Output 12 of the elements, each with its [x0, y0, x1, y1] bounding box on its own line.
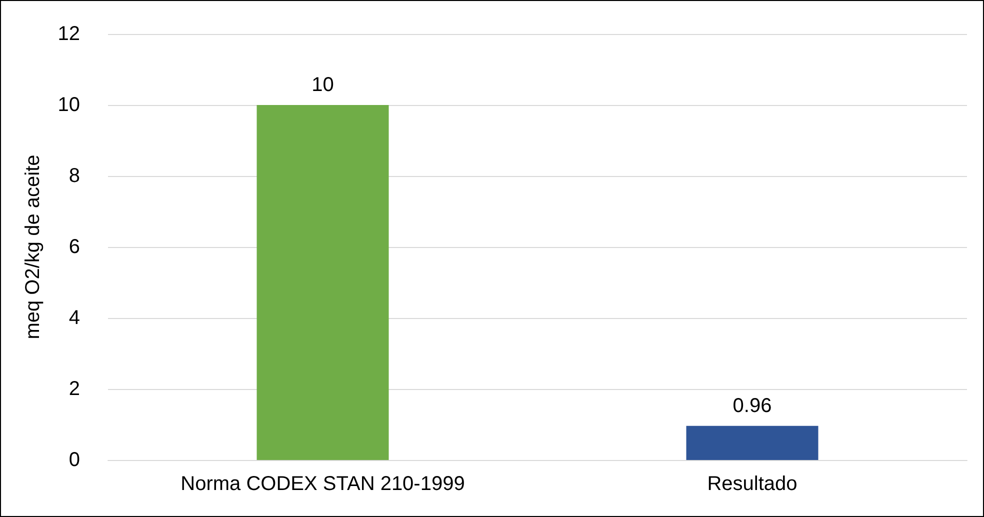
y-tick-label: 12: [58, 23, 80, 45]
x-tick-label: Resultado: [707, 473, 798, 495]
data-label: 10: [312, 74, 334, 96]
y-tick-label: 10: [58, 94, 80, 116]
data-label: 0.96: [732, 394, 772, 417]
y-tick-label: 0: [68, 449, 80, 471]
y-tick-label: 8: [68, 165, 80, 187]
y-axis-title: meq O2/kg de aceite: [22, 154, 44, 340]
y-tick-label: 6: [68, 236, 80, 258]
x-tick-label: Norma CODEX STAN 210-1999: [180, 473, 465, 495]
y-tick-label: 4: [68, 307, 80, 329]
y-tick-label: 2: [68, 378, 80, 400]
